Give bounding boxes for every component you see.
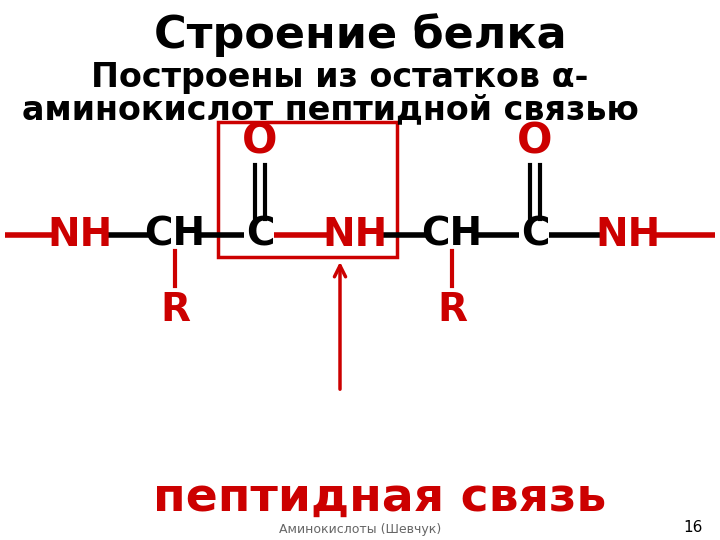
- Text: Строение белка: Строение белка: [153, 13, 567, 57]
- Text: Построены из остатков α-: Построены из остатков α-: [91, 62, 589, 94]
- Text: NH: NH: [48, 216, 112, 254]
- Text: CH: CH: [421, 216, 482, 254]
- Text: R: R: [160, 291, 190, 329]
- Text: NH: NH: [595, 216, 661, 254]
- Text: Аминокислоты (Шевчук): Аминокислоты (Шевчук): [279, 523, 441, 537]
- Text: 16: 16: [683, 521, 703, 536]
- Text: C: C: [246, 216, 274, 254]
- Text: O: O: [517, 121, 553, 163]
- Bar: [218, 122, 397, 257]
- Text: CH: CH: [145, 216, 206, 254]
- Text: пептидная связь: пептидная связь: [153, 476, 607, 521]
- Text: NH: NH: [323, 216, 387, 254]
- Text: C: C: [521, 216, 549, 254]
- Text: аминокислот пептидной связью: аминокислот пептидной связью: [22, 93, 639, 126]
- Text: R: R: [437, 291, 467, 329]
- Text: O: O: [242, 121, 278, 163]
